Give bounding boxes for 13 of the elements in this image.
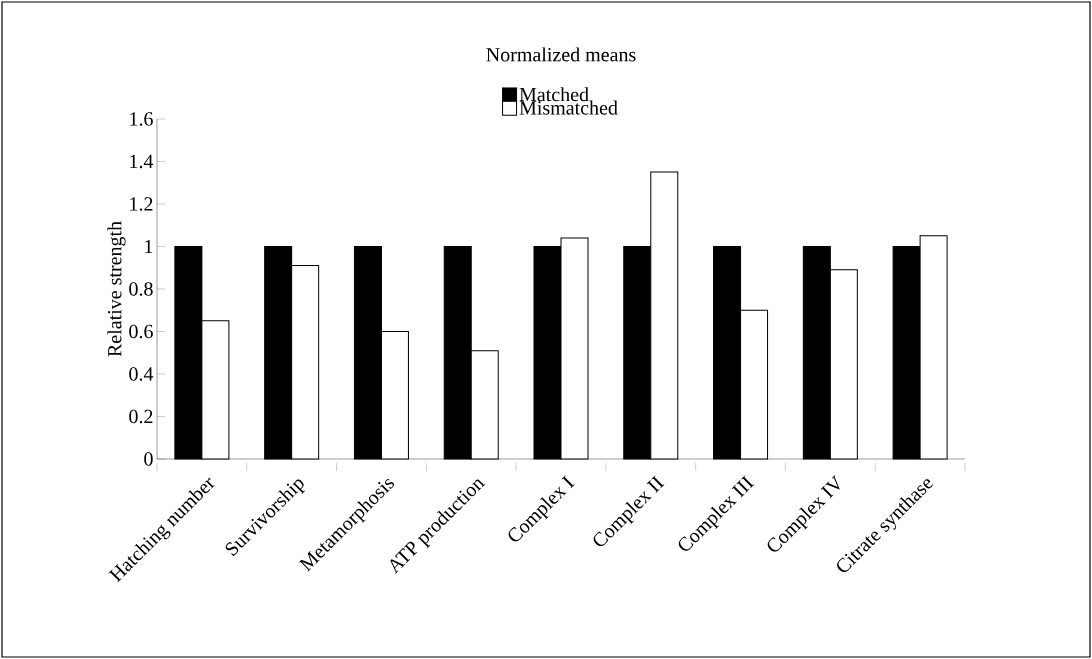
- y-tick-label: 1.2: [130, 197, 153, 211]
- legend-label: Mismatched: [519, 100, 618, 115]
- y-tick-label: 0: [144, 452, 153, 466]
- y-axis-title: Relative strength: [107, 221, 126, 357]
- legend-label: Matched: [519, 87, 589, 102]
- y-tick-label: 1.6: [130, 112, 153, 126]
- y-tick-label: 0.2: [129, 409, 153, 424]
- y-tick-label: 1.4: [130, 154, 154, 169]
- y-tick-label: 0.4: [129, 367, 154, 381]
- y-tick-label: 0.6: [129, 324, 153, 339]
- y-tick-label: 1: [145, 239, 153, 254]
- chart-title: Normalized means: [486, 47, 636, 62]
- y-tick-label: 0.8: [129, 282, 153, 296]
